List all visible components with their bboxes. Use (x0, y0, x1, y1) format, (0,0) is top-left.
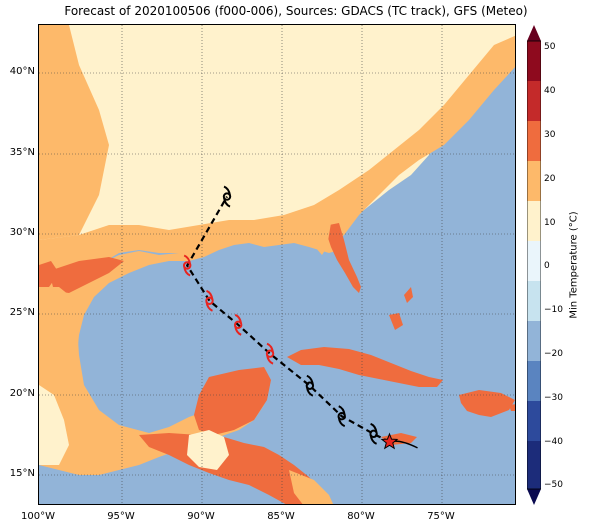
colorbar-tick-m50: −50 (544, 480, 563, 490)
colorbar-bottom-arrow (527, 489, 541, 505)
hurricane-icon[interactable] (233, 313, 243, 336)
lon-tick-80w: 80°W (347, 511, 375, 522)
colorbar-seg-10-20 (527, 161, 541, 201)
lat-tick-30n: 30°N (9, 227, 35, 238)
lon-tick-90w: 90°W (187, 511, 215, 522)
land-north-cream (39, 25, 515, 260)
lon-tick-85w: 85°W (267, 511, 295, 522)
florida-outline (313, 223, 331, 255)
colorbar-title: Min Temperature (°C) (568, 211, 580, 319)
bahamas-2 (404, 287, 413, 303)
storm-track (182, 185, 418, 450)
colorbar-tick-50: 50 (544, 42, 556, 52)
lat-tick-25n: 25°N (9, 307, 35, 318)
yucatan (194, 367, 271, 435)
hurricane-icon[interactable] (222, 185, 232, 208)
colorbar-seg-m30-m20 (527, 321, 541, 361)
hurricane-icon[interactable] (265, 342, 275, 365)
central-america-orange (289, 470, 334, 504)
colorbar-tick-20: 20 (544, 174, 556, 184)
colorbar-seg-m10-0 (527, 241, 541, 281)
current-position-star[interactable] (380, 432, 399, 450)
hurricane-icon[interactable] (369, 422, 378, 445)
colorbar-seg-30-40 (527, 81, 541, 121)
colorbar-seg-0-10 (527, 201, 541, 241)
colorbar-tick-m30: −30 (544, 393, 563, 403)
gulf-coast-land (39, 225, 339, 355)
puerto-rico (509, 404, 515, 411)
colorbar-tick-0: 0 (544, 261, 550, 271)
central-america (139, 433, 321, 504)
map-svg (39, 25, 515, 504)
colorbar-svg (526, 25, 542, 505)
bahamas-1 (389, 313, 403, 330)
colorbar (526, 25, 542, 505)
colorbar-seg-40-50 (527, 41, 541, 81)
map-area[interactable] (38, 24, 516, 505)
colorbar-seg-m20-m10 (527, 281, 541, 321)
colorbar-seg-m50-m40 (527, 401, 541, 441)
colorbar-seg-below (527, 441, 541, 489)
cuba (287, 347, 443, 387)
lat-tick-35n: 35°N (9, 147, 35, 158)
hurricane-icon[interactable] (337, 405, 346, 428)
map-title: Forecast of 2020100506 (f000-006), Sourc… (64, 4, 528, 18)
lon-tick-75w: 75°W (427, 511, 455, 522)
colorbar-seg-m40-m30 (527, 361, 541, 401)
colorbar-seg-20-30 (527, 121, 541, 161)
colorbar-top-arrow (527, 25, 541, 41)
lat-tick-15n: 15°N (9, 468, 35, 479)
central-america-cream (187, 430, 229, 470)
colorbar-tick-30: 30 (544, 130, 556, 140)
colorbar-tick-10: 10 (544, 218, 556, 228)
texas-coast-patch (49, 257, 124, 293)
lat-tick-40n: 40°N (9, 66, 35, 77)
lat-tick-20n: 20°N (9, 388, 35, 399)
hurricane-icon[interactable] (205, 289, 214, 312)
lon-tick-95w: 95°W (107, 511, 135, 522)
mexico-cream (39, 385, 69, 465)
land-north-orange (39, 25, 109, 240)
texas-warm-patch (39, 261, 59, 291)
lon-tick-100w: 100°W (21, 511, 55, 522)
hurricane-icon[interactable] (182, 254, 192, 277)
colorbar-tick-m40: −40 (544, 437, 563, 447)
colorbar-tick-m20: −20 (544, 349, 563, 359)
florida (327, 223, 361, 293)
colorbar-tick-40: 40 (544, 86, 556, 96)
gridlines (39, 25, 515, 504)
colorbar-tick-m10: −10 (544, 305, 563, 315)
hispaniola (459, 390, 515, 417)
hurricane-icon[interactable] (305, 374, 315, 397)
